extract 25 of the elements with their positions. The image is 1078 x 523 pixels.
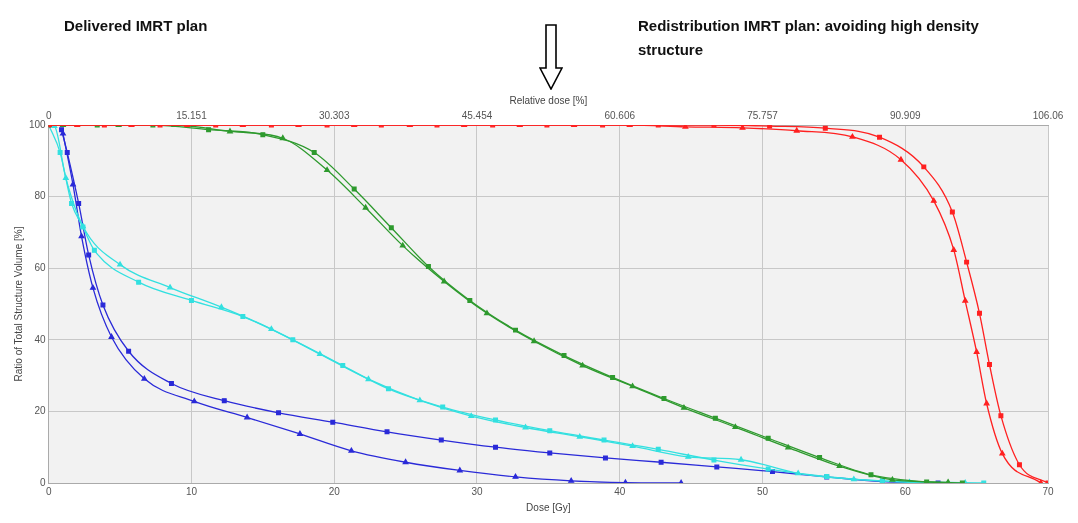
y-axis-title: Ratio of Total Structure Volume [%] xyxy=(12,226,24,382)
y-tick-label: 100 xyxy=(29,118,47,130)
y-tick-label: 20 xyxy=(34,405,47,417)
y-tick-label: 0 xyxy=(40,476,47,488)
x-axis-title: Dose [Gy] xyxy=(526,501,571,513)
text: Delivered IMRT plan xyxy=(64,16,209,36)
x-tick-label: 40 xyxy=(614,485,626,497)
y-tick-label: 40 xyxy=(34,333,47,345)
x-tick-label: 10 xyxy=(185,485,198,497)
x2-tick-label: 106.06 xyxy=(1032,109,1064,121)
x-tick-label: 50 xyxy=(756,485,769,497)
x-tick-label: 30 xyxy=(471,485,483,497)
x-tick-label: 70 xyxy=(1042,485,1054,497)
x2-tick-label: 45.454 xyxy=(461,109,493,121)
y-tick-label: 60 xyxy=(34,261,47,273)
text: Redistribution IMRT plan: avoiding high density structure xyxy=(638,16,980,60)
x2-tick-label: 30.303 xyxy=(318,109,350,121)
x2-axis-title: Relative dose [%] xyxy=(509,94,588,106)
x2-tick-label: 60.606 xyxy=(604,109,636,121)
x2-tick-label: 75.757 xyxy=(747,109,779,121)
x-tick-label: 60 xyxy=(899,485,912,497)
x2-tick-label: 15.151 xyxy=(176,109,208,121)
x-tick-label: 20 xyxy=(328,485,341,497)
y-tick-label: 80 xyxy=(34,190,47,202)
x2-tick-label: 90.909 xyxy=(889,109,921,121)
